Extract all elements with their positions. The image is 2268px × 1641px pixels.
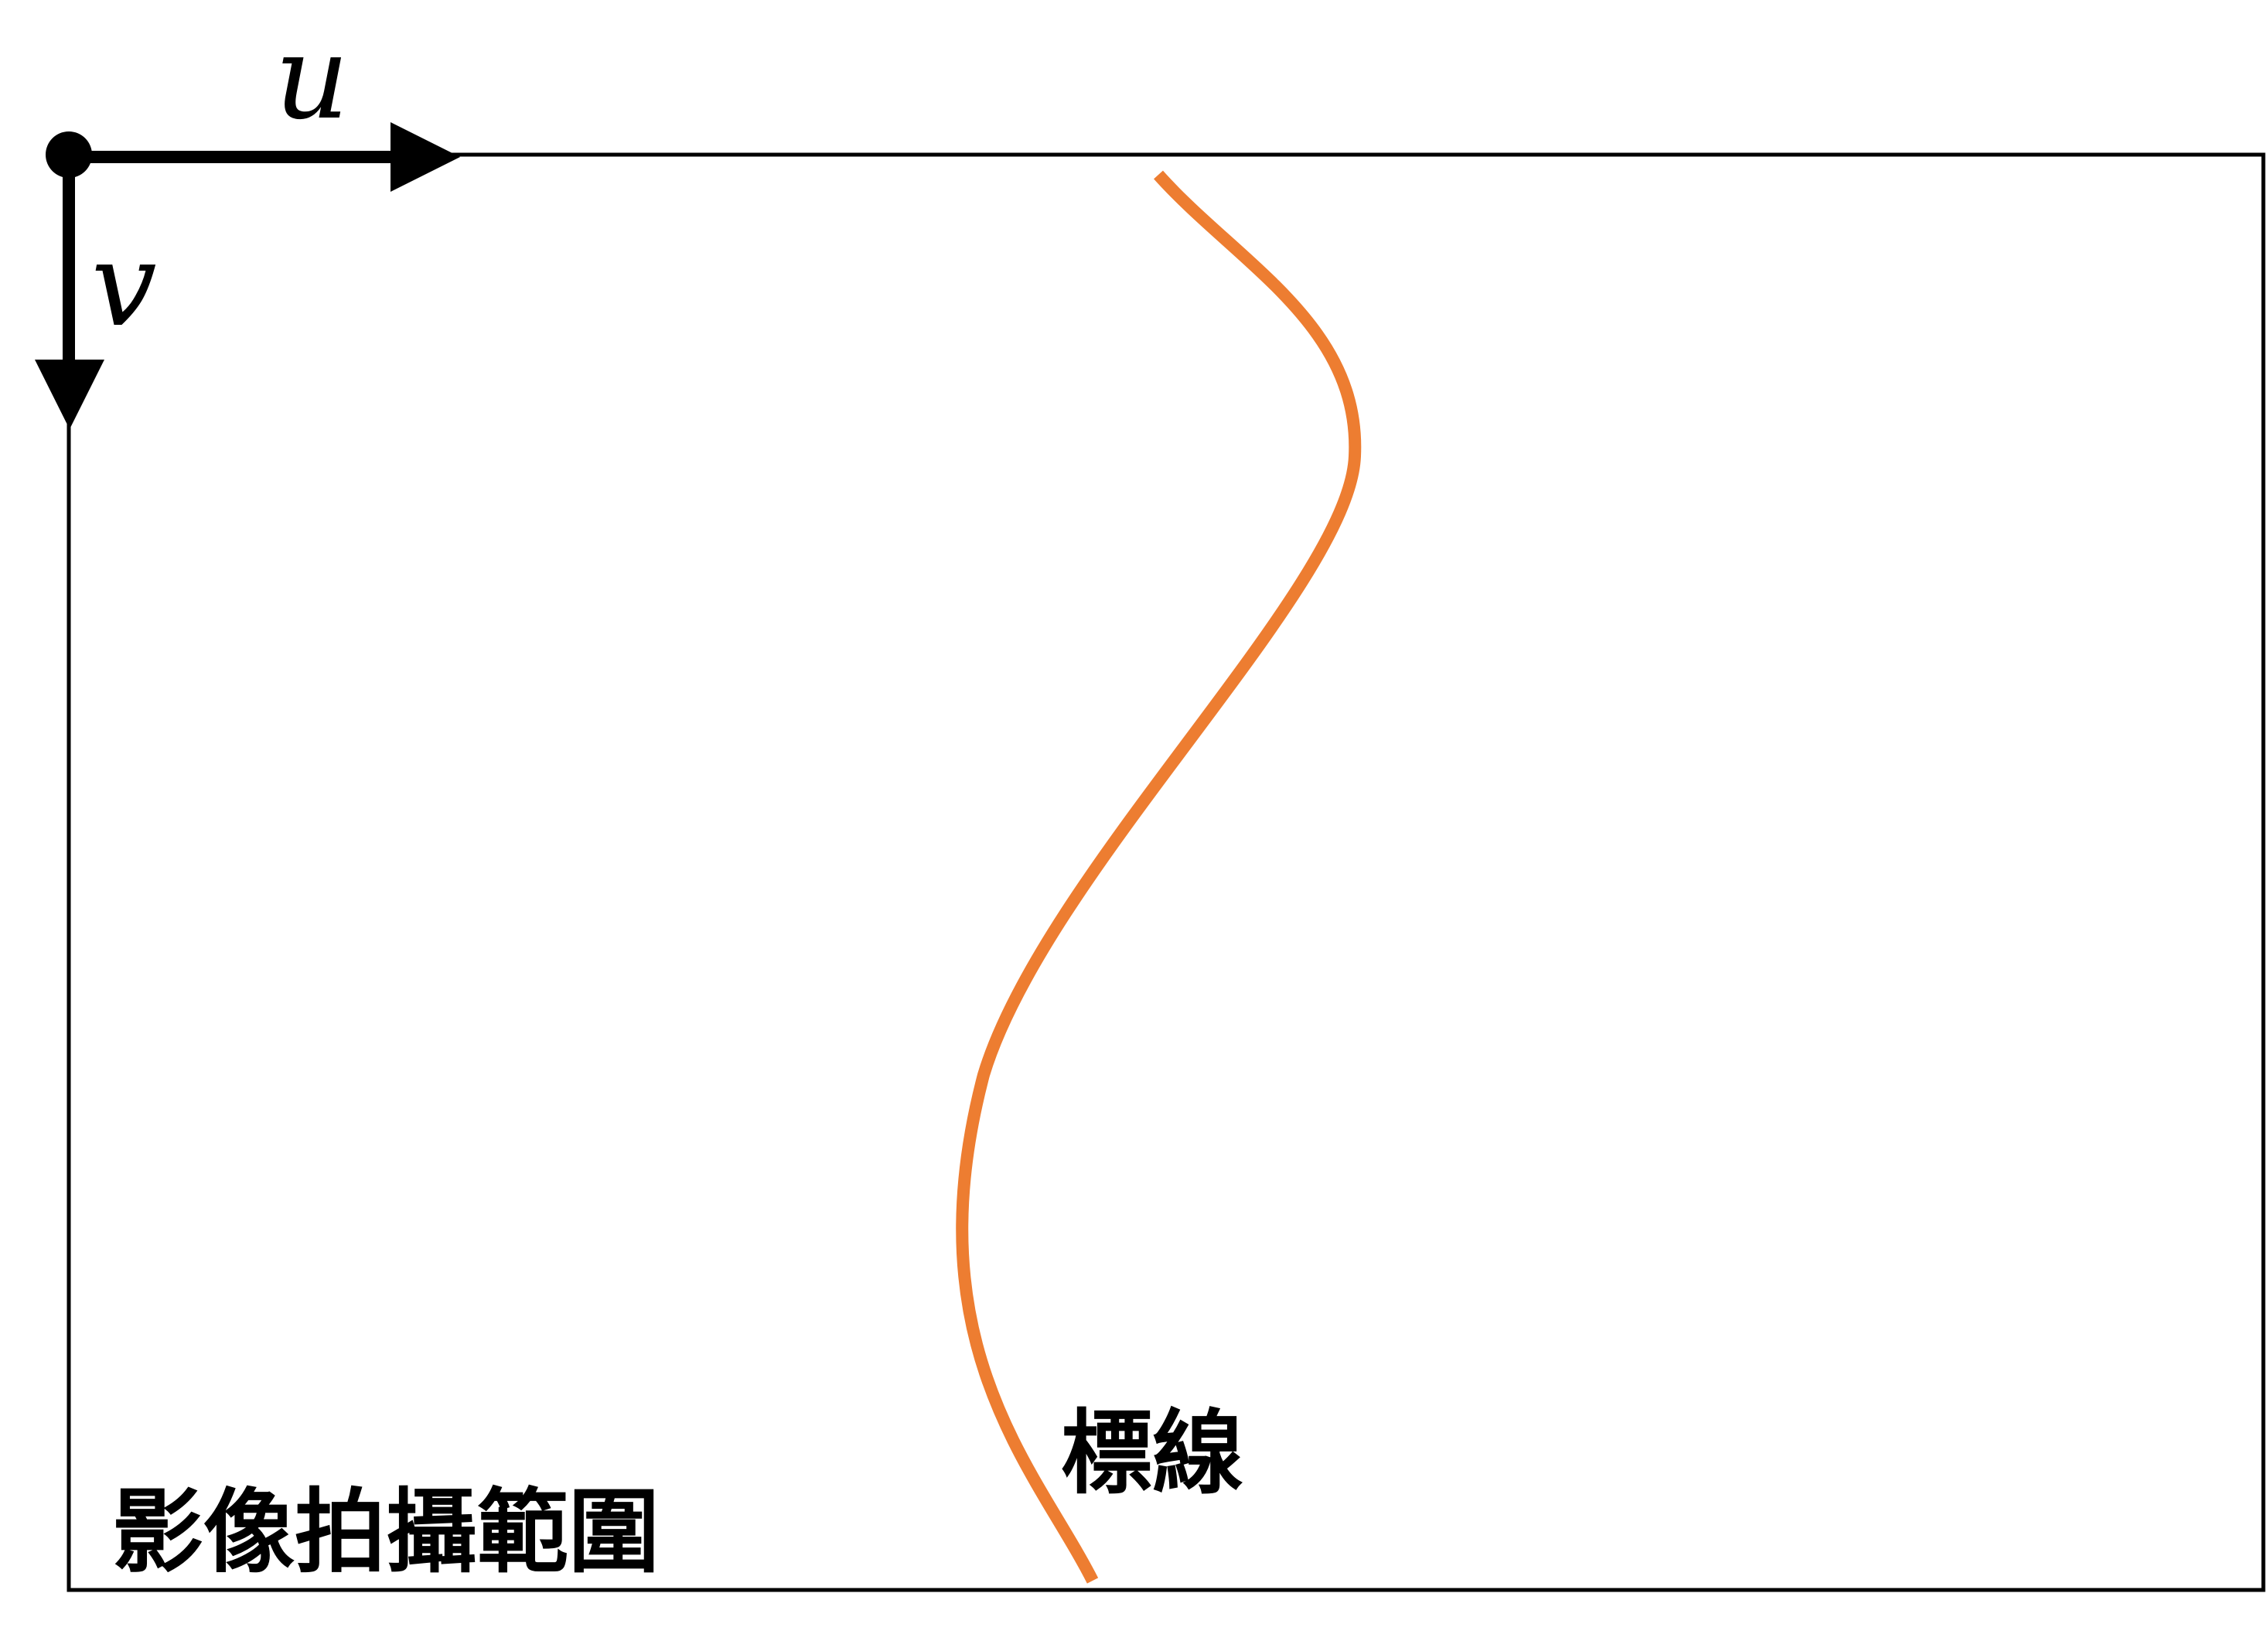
v-axis-label: v <box>91 218 157 353</box>
marking-line-label: 標線 <box>1061 1399 1243 1506</box>
u-axis-label: u <box>275 11 350 145</box>
marking-line-curve <box>956 170 1362 1584</box>
image-capture-range-label: 影像拍攝範圍 <box>112 1478 660 1585</box>
v-axis-arrowhead <box>35 360 104 429</box>
u-axis-arrowhead <box>391 122 460 192</box>
image-capture-frame <box>67 152 2266 1592</box>
